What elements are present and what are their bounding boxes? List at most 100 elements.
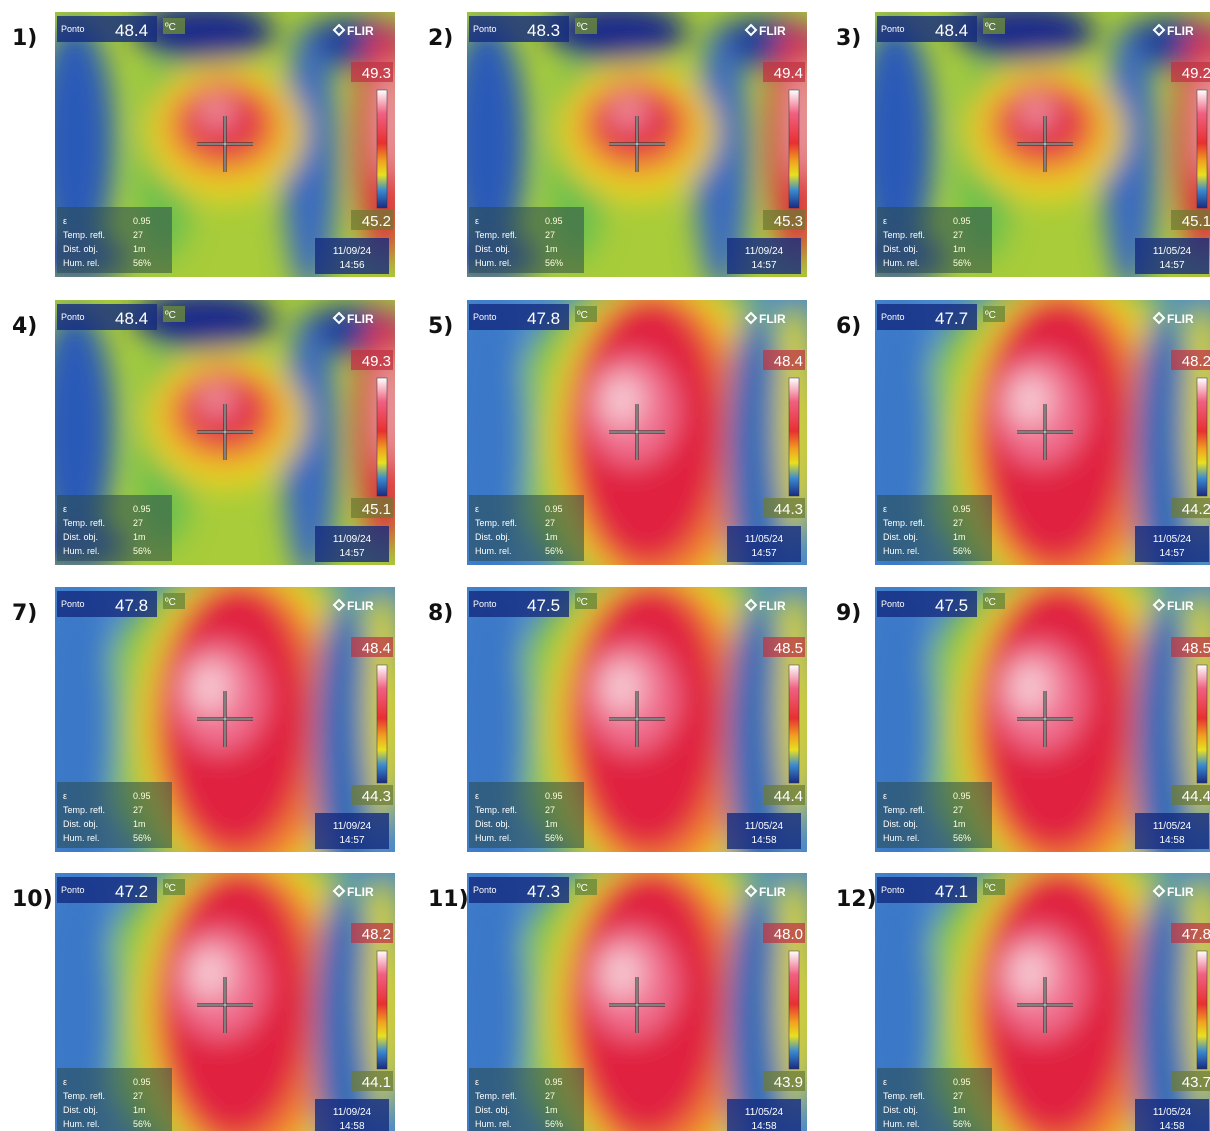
scale-min: 44.4 [774, 788, 803, 805]
param-label: Temp. refl. [475, 1091, 517, 1101]
time: 14:57 [1159, 548, 1184, 559]
spot-value: 47.1 [935, 882, 968, 901]
scale-min: 45.1 [362, 501, 391, 518]
param-label: Dist. obj. [883, 1105, 918, 1115]
scale-max: 49.4 [774, 65, 803, 82]
spot-label: Ponto [881, 24, 905, 34]
param-value: 0.95 [953, 1077, 971, 1087]
thermal-image: Ponto48.4ºCFLIR49.245.1ε0.95Temp. refl.2… [875, 12, 1210, 277]
color-scale [1197, 951, 1207, 1069]
param-label: Dist. obj. [883, 244, 918, 254]
date: 11/09/24 [745, 246, 784, 257]
param-label: Dist. obj. [63, 244, 98, 254]
param-label: Dist. obj. [475, 532, 510, 542]
param-value: 27 [133, 805, 143, 815]
logo: FLIR [759, 24, 786, 38]
color-scale [1197, 378, 1207, 496]
param-label: Hum. rel. [475, 833, 512, 843]
logo: FLIR [759, 312, 786, 326]
spot-label: Ponto [473, 312, 497, 322]
scale-min: 45.1 [1182, 213, 1210, 230]
param-value: 27 [545, 805, 555, 815]
spot-unit: ºC [577, 22, 588, 33]
panel-label: 5) [428, 314, 453, 339]
scale-min: 44.2 [1182, 501, 1210, 518]
date: 11/05/24 [1153, 534, 1192, 545]
scale-min: 44.3 [774, 501, 803, 518]
spot-label: Ponto [473, 599, 497, 609]
thermal-image: Ponto47.8ºCFLIR48.444.3ε0.95Temp. refl.2… [55, 587, 395, 852]
scale-min: 44.3 [362, 788, 391, 805]
color-scale [377, 90, 387, 208]
scale-min: 43.9 [774, 1074, 803, 1091]
param-value: 1m [133, 819, 146, 829]
panel-label: 12) [836, 887, 877, 912]
param-label: Dist. obj. [883, 819, 918, 829]
logo: FLIR [347, 885, 374, 899]
spot-label: Ponto [61, 599, 85, 609]
param-value: 27 [545, 518, 555, 528]
param-value: 27 [953, 805, 963, 815]
heat-region [201, 386, 233, 414]
spot-value: 47.8 [527, 309, 560, 328]
param-value: 27 [133, 1091, 143, 1101]
color-scale [1197, 665, 1207, 783]
thermal-image: Ponto48.4ºCFLIR49.345.2ε0.95Temp. refl.2… [55, 12, 395, 277]
thermal-image: Ponto47.8ºCFLIR48.444.3ε0.95Temp. refl.2… [467, 300, 807, 565]
date: 11/09/24 [333, 821, 372, 832]
logo: FLIR [759, 599, 786, 613]
param-label: ε [63, 1077, 67, 1087]
param-value: 56% [133, 546, 151, 556]
param-value: 56% [545, 258, 563, 268]
param-label: Temp. refl. [475, 518, 517, 528]
heat-region [201, 98, 233, 126]
param-label: ε [63, 504, 67, 514]
spot-unit: ºC [985, 883, 996, 894]
param-value: 1m [953, 1105, 966, 1115]
param-value: 56% [953, 546, 971, 556]
spot-unit: ºC [985, 22, 996, 33]
param-label: Temp. refl. [883, 518, 925, 528]
param-value: 0.95 [133, 791, 151, 801]
spot-label: Ponto [881, 312, 905, 322]
param-label: ε [475, 504, 479, 514]
param-label: Dist. obj. [475, 1105, 510, 1115]
param-value: 27 [953, 1091, 963, 1101]
spot-value: 47.2 [115, 882, 148, 901]
param-value: 0.95 [545, 216, 563, 226]
time: 14:57 [1159, 260, 1184, 271]
logo: FLIR [759, 885, 786, 899]
spot-unit: ºC [165, 883, 176, 894]
spot-label: Ponto [61, 24, 85, 34]
param-value: 56% [133, 833, 151, 843]
spot-value: 48.3 [527, 21, 560, 40]
date: 11/05/24 [1153, 821, 1192, 832]
spot-value: 47.5 [527, 596, 560, 615]
param-label: Dist. obj. [63, 1105, 98, 1115]
param-value: 1m [545, 532, 558, 542]
param-label: Hum. rel. [63, 833, 100, 843]
logo: FLIR [347, 599, 374, 613]
scale-min: 45.3 [774, 213, 803, 230]
spot-unit: ºC [577, 597, 588, 608]
thermal-image: Ponto47.2ºCFLIR48.244.1ε0.95Temp. refl.2… [55, 873, 395, 1131]
param-value: 27 [133, 230, 143, 240]
spot-label: Ponto [61, 885, 85, 895]
spot-value: 48.4 [115, 309, 148, 328]
param-label: ε [63, 791, 67, 801]
panel-label: 9) [836, 601, 861, 626]
param-value: 27 [545, 1091, 555, 1101]
param-value: 0.95 [133, 1077, 151, 1087]
thermal-image: Ponto47.3ºCFLIR48.043.9ε0.95Temp. refl.2… [467, 873, 807, 1131]
spot-value: 48.4 [115, 21, 148, 40]
date: 11/09/24 [333, 246, 372, 257]
time: 14:57 [751, 548, 776, 559]
param-value: 1m [953, 532, 966, 542]
param-value: 56% [953, 1119, 971, 1129]
param-label: Hum. rel. [63, 258, 100, 268]
time: 14:58 [1159, 1121, 1184, 1131]
param-value: 27 [953, 518, 963, 528]
param-value: 27 [953, 230, 963, 240]
scale-min: 45.2 [362, 213, 391, 230]
param-label: ε [883, 1077, 887, 1087]
